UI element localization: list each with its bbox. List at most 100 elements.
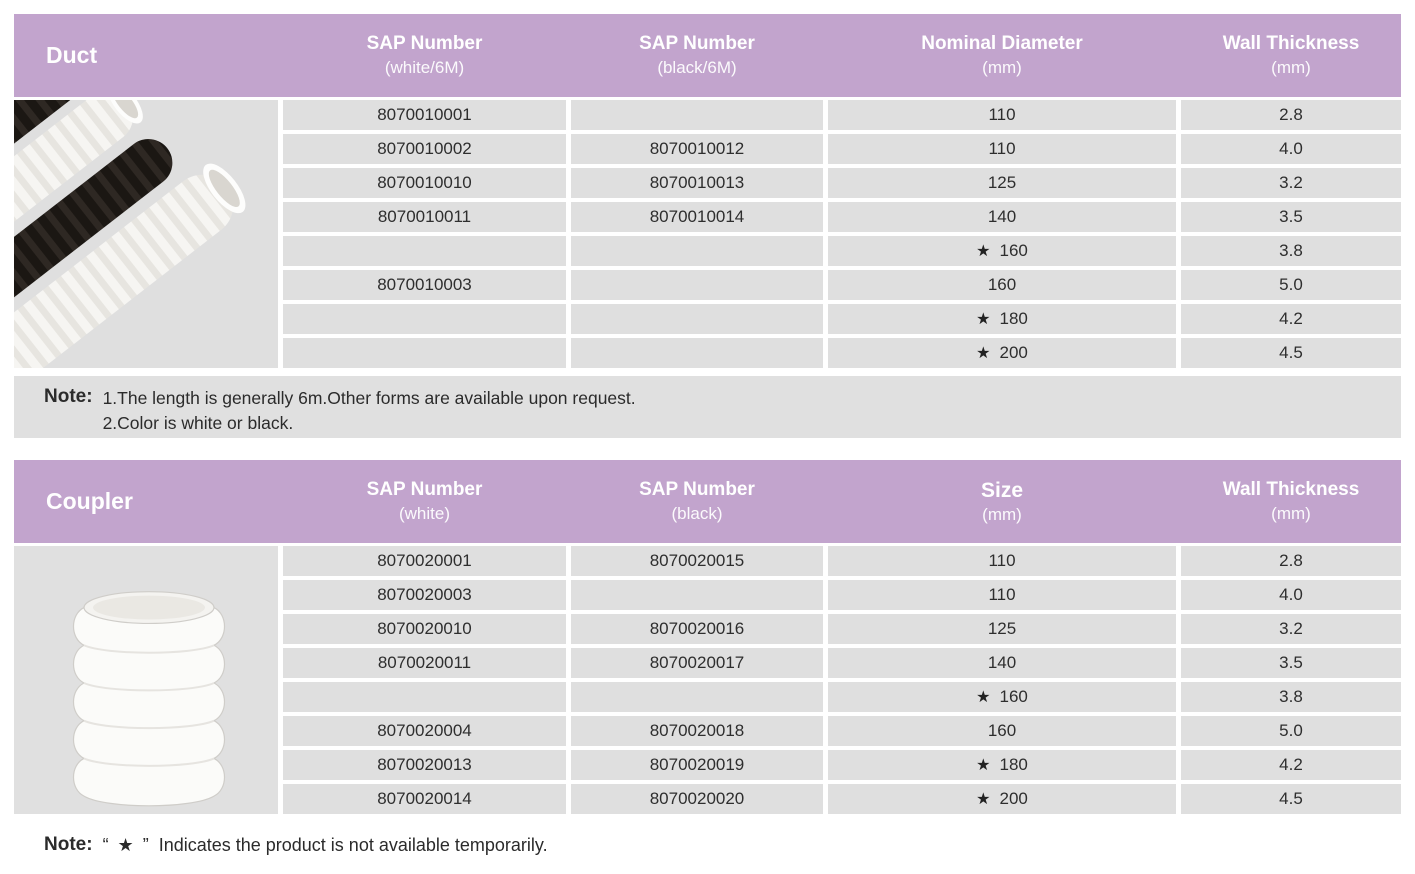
cell-sap-white [283, 338, 566, 368]
cell-thickness: 3.8 [1181, 682, 1401, 712]
cell-thickness: 4.2 [1181, 750, 1401, 780]
coupler-product-image [14, 546, 278, 814]
cell-value: 8070020014 [377, 789, 472, 808]
cell-value: 180 [999, 755, 1028, 774]
cell-size: ★ 160 [828, 682, 1176, 712]
cell-size: 160 [828, 270, 1176, 300]
cell-value: 125 [987, 173, 1017, 192]
table-row: ★ 180 4.2 [283, 304, 1401, 334]
table-row: ★ 160 3.8 [283, 236, 1401, 266]
cell-thickness: 2.8 [1181, 546, 1401, 576]
column-header-nominal-diameter: Nominal Diameter (mm) [921, 33, 1083, 77]
column-header-sap-white: SAP Number (white/6M) [366, 33, 483, 77]
cell-thickness: 5.0 [1181, 270, 1401, 300]
duct-spec-table: Duct SAP Number (white/6M) SAP Number (b… [14, 14, 1401, 438]
cell-value: 110 [988, 139, 1016, 158]
cell-size: 140 [828, 648, 1176, 678]
cell-value: 8070020019 [649, 755, 745, 774]
cell-sap-white: 8070010001 [283, 100, 566, 130]
cell-sap-black: 8070020020 [571, 784, 823, 814]
table-row: 8070020001 8070020015 110 2.8 [283, 546, 1401, 576]
cell-size: 140 [828, 202, 1176, 232]
star-icon: ★ [976, 757, 991, 774]
cell-thickness: 3.5 [1181, 202, 1401, 232]
column-header-sap-white: SAP Number (white) [366, 479, 483, 523]
cell-size: 125 [828, 168, 1176, 198]
cell-sap-black [571, 236, 823, 266]
table-row: 8070010010 8070010013 125 3.2 [283, 168, 1401, 198]
duct-note: Note: 1.The length is generally 6m.Other… [14, 376, 1401, 438]
cell-sap-white [283, 236, 566, 266]
star-icon: ★ [976, 345, 991, 362]
cell-value: 110 [988, 105, 1016, 124]
cell-sap-black [571, 682, 823, 712]
cell-value: 8070010002 [377, 139, 472, 158]
column-header-sap-black: SAP Number (black) [639, 479, 755, 523]
note-line-1: 1.The length is generally 6m.Other forms… [102, 388, 636, 408]
cell-size: ★ 200 [828, 784, 1176, 814]
cell-thickness: 3.5 [1181, 648, 1401, 678]
cell-value: 5.0 [1279, 721, 1303, 740]
cell-value: 3.5 [1279, 653, 1303, 672]
cell-thickness: 2.8 [1181, 100, 1401, 130]
table-row: 8070020013 8070020019 ★ 180 4.2 [283, 750, 1401, 780]
cell-sap-white: 8070020004 [283, 716, 566, 746]
duct-product-image [14, 100, 278, 368]
cell-value: 3.8 [1279, 241, 1303, 260]
cell-thickness: 4.0 [1181, 580, 1401, 610]
cell-value: 3.5 [1279, 207, 1303, 226]
cell-size: 110 [828, 580, 1176, 610]
note-line-2: 2.Color is white or black. [102, 413, 294, 434]
table-row: 8070010011 8070010014 140 3.5 [283, 202, 1401, 232]
cell-sap-black [571, 270, 823, 300]
cell-value: 8070010012 [649, 139, 745, 158]
cell-value: 8070010013 [649, 173, 745, 192]
cell-value: 2.8 [1279, 551, 1303, 570]
cell-value: 4.5 [1279, 343, 1303, 362]
cell-value: 8070010010 [377, 173, 472, 192]
cell-sap-white [283, 304, 566, 334]
coupler-table-body: 8070020001 8070020015 110 2.8 8070020003 110 4… [14, 546, 1401, 814]
cell-value: 4.0 [1279, 585, 1303, 604]
cell-value: 180 [999, 309, 1028, 328]
cell-value: 8070020013 [377, 755, 472, 774]
cell-thickness: 4.2 [1181, 304, 1401, 334]
cell-thickness: 4.0 [1181, 134, 1401, 164]
cell-value: 4.0 [1279, 139, 1303, 158]
cell-sap-black: 8070020018 [571, 716, 823, 746]
column-header-wall-thickness: Wall Thickness (mm) [1222, 479, 1360, 523]
cell-value: 5.0 [1279, 275, 1303, 294]
cell-value: 2.8 [1279, 105, 1303, 124]
cell-sap-black: 8070010012 [571, 134, 823, 164]
star-icon: ★ [976, 243, 991, 260]
column-header-size: Size (mm) [980, 478, 1024, 525]
cell-sap-white: 8070010010 [283, 168, 566, 198]
cell-sap-black: 8070020017 [571, 648, 823, 678]
note-label: Note: [44, 386, 93, 407]
cell-value: 125 [987, 619, 1017, 638]
cell-value: 4.2 [1279, 309, 1303, 328]
cell-sap-white: 8070020013 [283, 750, 566, 780]
cell-value: 160 [999, 687, 1028, 706]
cell-value: 8070010001 [377, 105, 472, 124]
coupler-table-title: Coupler [46, 487, 133, 514]
table-row: 8070020014 8070020020 ★ 200 4.5 [283, 784, 1401, 814]
cell-value: 140 [987, 207, 1017, 226]
cell-value: 140 [987, 653, 1017, 672]
coupler-spec-table: Coupler SAP Number (white) SAP Number (b… [14, 460, 1401, 814]
cell-sap-white: 8070020014 [283, 784, 566, 814]
cell-value: 8070010011 [377, 207, 472, 226]
cell-value: 110 [988, 585, 1016, 604]
cell-thickness: 4.5 [1181, 338, 1401, 368]
cell-value: 3.2 [1279, 173, 1303, 192]
duct-table-header: Duct SAP Number (white/6M) SAP Number (b… [14, 14, 1401, 97]
cell-value: 3.8 [1279, 687, 1303, 706]
duct-table-title: Duct [46, 41, 98, 68]
cell-size: 110 [828, 134, 1176, 164]
cell-size: ★ 180 [828, 304, 1176, 334]
table-row: ★ 200 4.5 [283, 338, 1401, 368]
cell-sap-white: 8070020001 [283, 546, 566, 576]
cell-sap-black: 8070010013 [571, 168, 823, 198]
cell-value: 4.5 [1279, 789, 1303, 808]
